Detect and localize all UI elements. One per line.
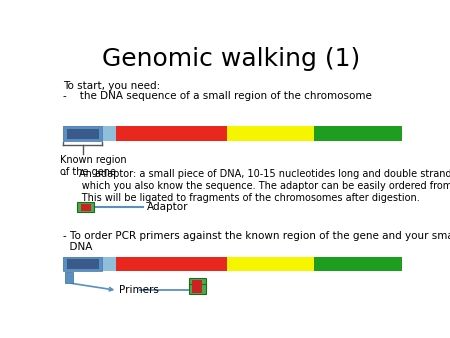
Text: Genomic walking (1): Genomic walking (1)	[102, 47, 360, 71]
Bar	[116, 257, 227, 271]
Bar	[314, 257, 401, 271]
Bar	[314, 126, 401, 141]
Bar	[227, 257, 314, 271]
Text: Primers: Primers	[119, 285, 159, 295]
Text: -    An adaptor: a small piece of DNA, 10-15 nucleotides long and double strande: - An adaptor: a small piece of DNA, 10-1…	[63, 169, 450, 202]
Text: Adaptor: Adaptor	[147, 202, 189, 212]
Bar	[81, 204, 90, 211]
Bar	[192, 280, 202, 287]
Bar	[189, 284, 206, 294]
Text: To start, you need:: To start, you need:	[63, 81, 161, 91]
Bar	[63, 126, 102, 141]
Bar	[116, 126, 227, 141]
Text: - To order PCR primers against the known region of the gene and your small piece: - To order PCR primers against the known…	[63, 231, 450, 252]
Bar	[67, 259, 99, 269]
Bar	[67, 128, 99, 139]
Text: Known region
of the gene: Known region of the gene	[60, 155, 126, 177]
Bar	[189, 278, 206, 288]
Bar	[77, 202, 94, 212]
Bar	[63, 257, 102, 271]
Bar	[227, 126, 314, 141]
Bar	[63, 126, 401, 141]
Bar	[65, 272, 72, 283]
Bar	[192, 286, 202, 292]
Bar	[63, 257, 401, 271]
Text: -    the DNA sequence of a small region of the chromosome: - the DNA sequence of a small region of …	[63, 91, 372, 101]
